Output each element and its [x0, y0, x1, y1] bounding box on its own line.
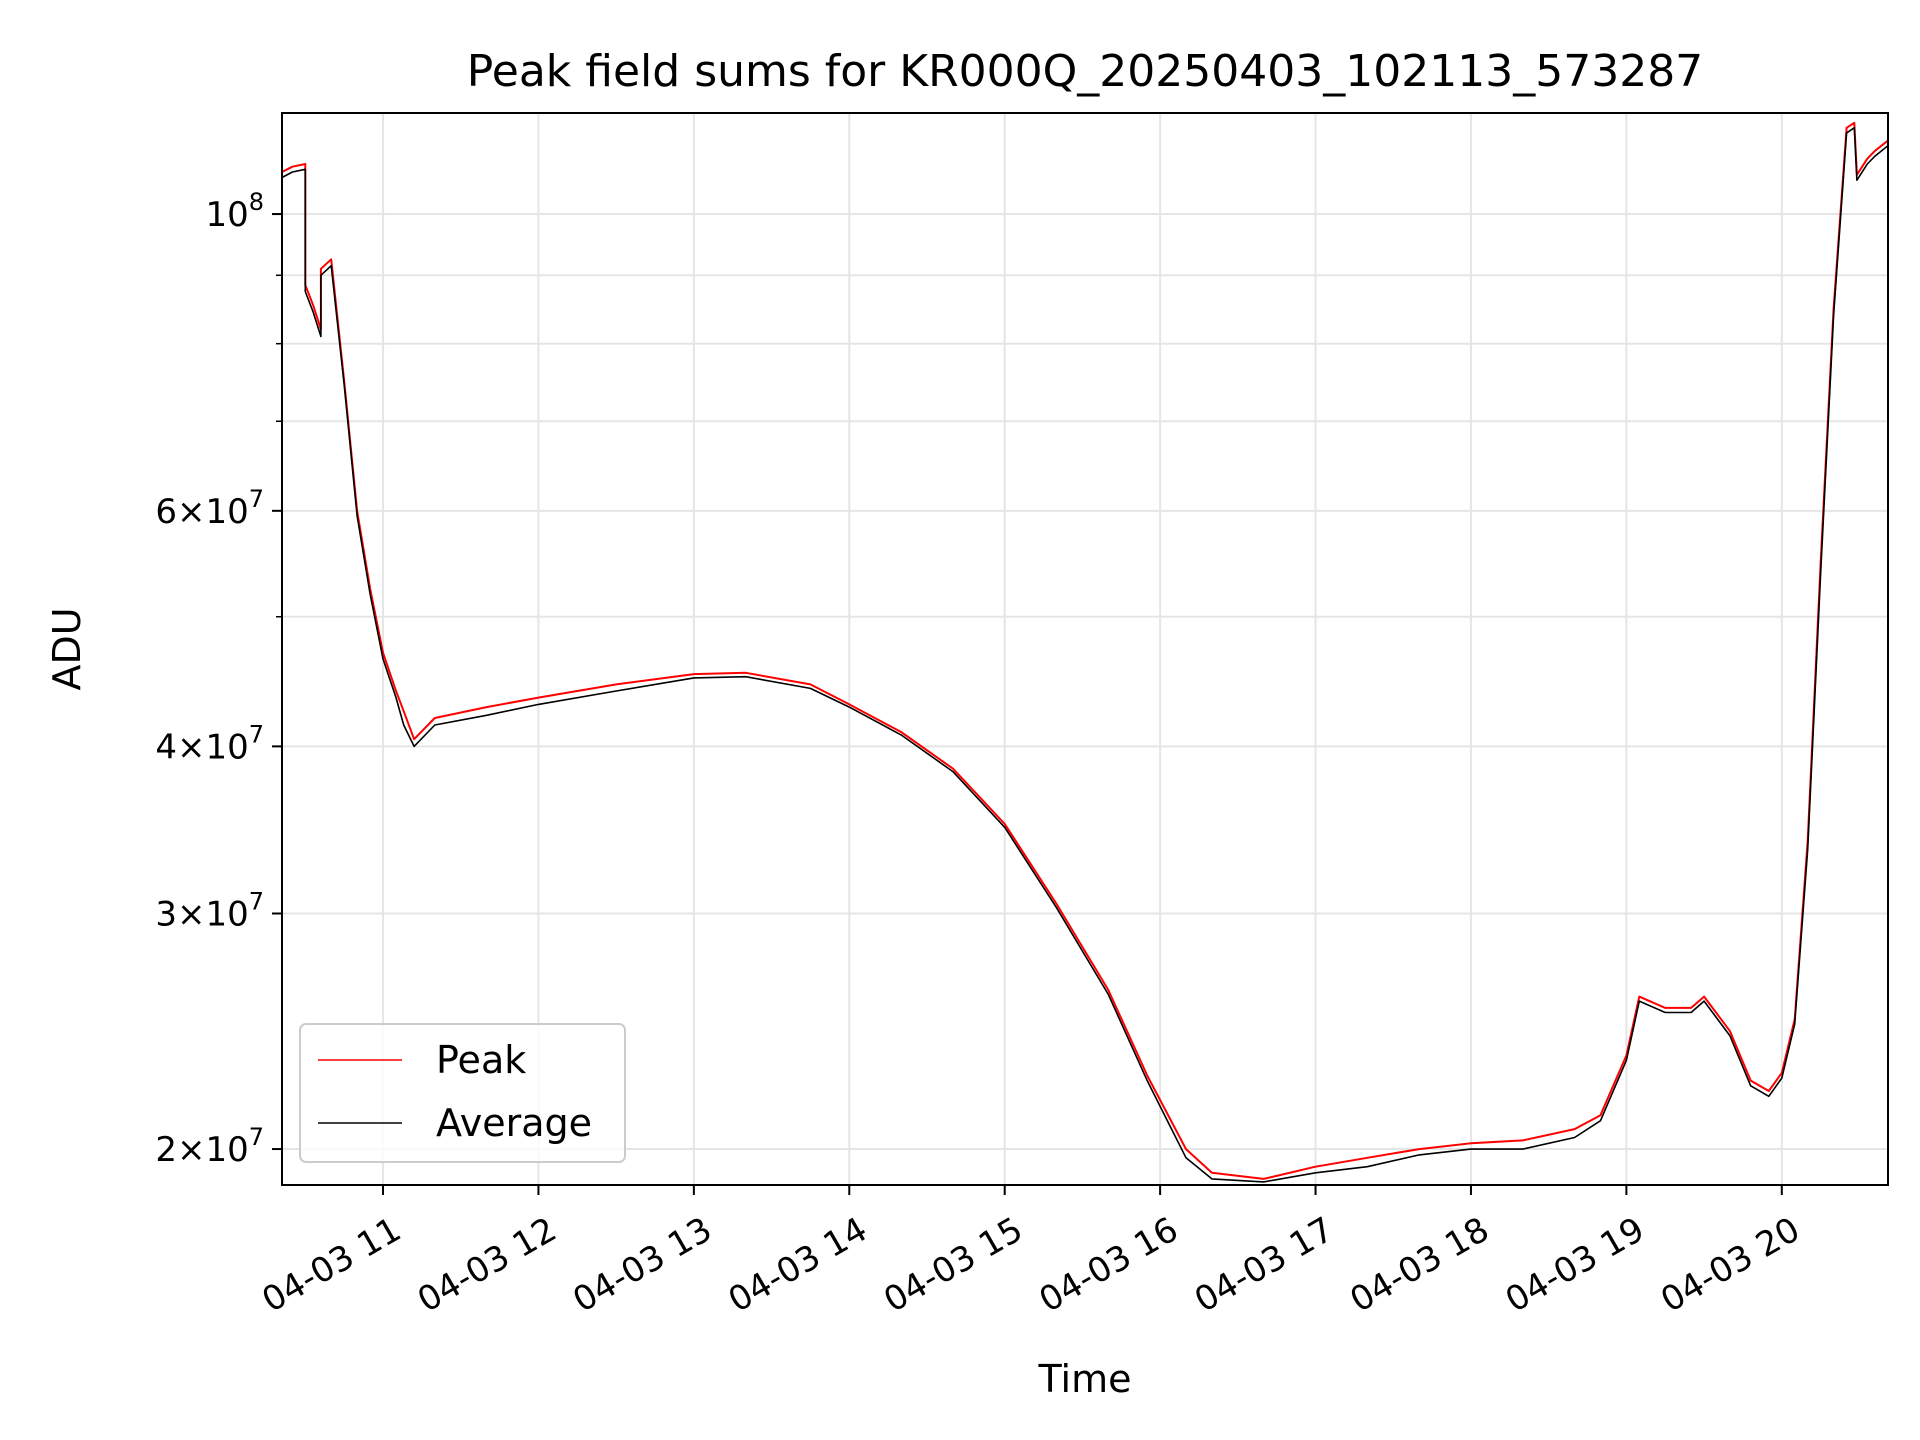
y-tick-label: 4×107 [155, 720, 264, 767]
x-axis-label: Time [1038, 1357, 1132, 1401]
legend-label-average: Average [436, 1101, 592, 1145]
y-tick-label: 6×107 [155, 485, 264, 532]
series-line-average [281, 127, 1889, 1183]
series-layer [281, 121, 1889, 1183]
y-axis-label: ADU [45, 607, 89, 690]
y-tick-label: 108 [205, 188, 264, 235]
legend-label-peak: Peak [436, 1038, 526, 1082]
chart-title: Peak field sums for KR000Q_20250403_1021… [467, 46, 1703, 97]
y-tick-label: 2×107 [155, 1123, 264, 1170]
legend-box [299, 1023, 626, 1163]
legend: Peak Average [299, 1023, 626, 1163]
series-line-peak [281, 121, 1889, 1180]
y-tick-label: 3×107 [155, 888, 264, 935]
grid [282, 113, 1888, 1185]
plot-frame [281, 112, 1889, 1186]
